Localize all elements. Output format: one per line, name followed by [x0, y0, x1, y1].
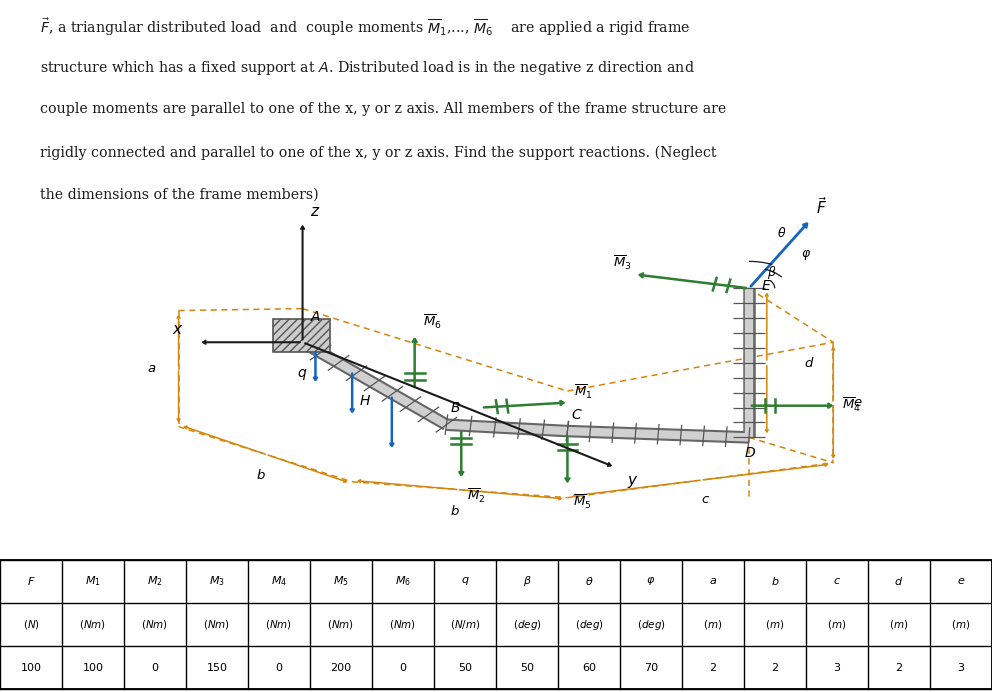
Text: $M_4$: $M_4$: [271, 574, 287, 588]
Text: the dimensions of the frame members): the dimensions of the frame members): [40, 188, 318, 202]
Text: $\varphi$: $\varphi$: [801, 248, 810, 262]
Text: $a$: $a$: [148, 362, 157, 375]
Text: $q$: $q$: [460, 575, 469, 588]
Text: $F$: $F$: [27, 575, 36, 588]
Text: $\vec{F}$, a triangular distributed load  and  couple moments $\overline{M}_1$,.: $\vec{F}$, a triangular distributed load…: [40, 16, 690, 38]
Text: $D$: $D$: [744, 446, 756, 460]
Text: $(N)$: $(N)$: [23, 618, 40, 631]
Text: 0: 0: [276, 663, 283, 673]
Text: $c$: $c$: [700, 493, 710, 506]
Text: $M_1$: $M_1$: [85, 574, 101, 588]
Text: $(Nm)$: $(Nm)$: [142, 618, 169, 631]
Text: $(m)$: $(m)$: [766, 618, 785, 631]
Text: 100: 100: [82, 663, 103, 673]
Text: $E$: $E$: [761, 279, 772, 293]
Text: $(deg)$: $(deg)$: [637, 617, 666, 632]
Text: $(deg)$: $(deg)$: [513, 617, 542, 632]
Text: $\overline{M}_3$: $\overline{M}_3$: [613, 253, 632, 272]
Text: 2: 2: [772, 663, 779, 673]
Text: $b$: $b$: [771, 575, 780, 588]
Text: $b$: $b$: [450, 504, 459, 518]
Text: $d$: $d$: [804, 356, 814, 370]
Text: $y$: $y$: [627, 473, 639, 489]
Text: 200: 200: [330, 663, 351, 673]
Text: $(N/m)$: $(N/m)$: [449, 618, 480, 631]
Text: $(Nm)$: $(Nm)$: [327, 618, 354, 631]
Text: 50: 50: [458, 663, 472, 673]
Text: $\theta$: $\theta$: [777, 226, 786, 239]
Text: couple moments are parallel to one of the x, y or z axis. All members of the fra: couple moments are parallel to one of th…: [40, 102, 726, 116]
Text: $c$: $c$: [833, 576, 841, 586]
Text: 0: 0: [400, 663, 407, 673]
Text: 150: 150: [206, 663, 227, 673]
Text: $\vec{F}$: $\vec{F}$: [816, 197, 827, 217]
Text: 2: 2: [709, 663, 716, 673]
Text: $e$: $e$: [957, 576, 965, 586]
Text: structure which has a fixed support at $A$. Distributed load is in the negative : structure which has a fixed support at $…: [40, 60, 694, 78]
Text: $(deg)$: $(deg)$: [574, 617, 603, 632]
Text: $H$: $H$: [359, 394, 371, 408]
Text: 0: 0: [152, 663, 159, 673]
Text: $\beta$: $\beta$: [767, 264, 777, 281]
Text: 60: 60: [582, 663, 596, 673]
Text: $x$: $x$: [172, 322, 184, 337]
Text: $d$: $d$: [895, 575, 904, 588]
Text: $M_2$: $M_2$: [147, 574, 163, 588]
Text: $e$: $e$: [853, 396, 863, 409]
Text: $M_6$: $M_6$: [395, 574, 411, 588]
Text: $(Nm)$: $(Nm)$: [203, 618, 230, 631]
Text: 50: 50: [520, 663, 534, 673]
Text: 70: 70: [644, 663, 658, 673]
Text: $a$: $a$: [709, 576, 717, 586]
Text: $z$: $z$: [310, 204, 320, 219]
Text: $b$: $b$: [256, 468, 265, 482]
Text: $M_3$: $M_3$: [209, 574, 225, 588]
Text: $(Nm)$: $(Nm)$: [266, 618, 293, 631]
Text: 100: 100: [21, 663, 42, 673]
Text: $(m)$: $(m)$: [951, 618, 970, 631]
Bar: [273, 319, 330, 352]
Text: $\overline{M}_6$: $\overline{M}_6$: [423, 313, 441, 331]
Text: 3: 3: [833, 663, 840, 673]
Text: 3: 3: [957, 663, 964, 673]
Text: $(m)$: $(m)$: [890, 618, 909, 631]
Text: $B$: $B$: [450, 401, 461, 415]
Text: 2: 2: [896, 663, 903, 673]
Text: $(m)$: $(m)$: [703, 618, 722, 631]
Text: $\beta$: $\beta$: [523, 574, 532, 588]
Text: $(Nm)$: $(Nm)$: [79, 618, 106, 631]
Bar: [273, 319, 330, 352]
Text: $\overline{M}_4$: $\overline{M}_4$: [842, 395, 861, 414]
Text: $\overline{M}_2$: $\overline{M}_2$: [467, 486, 486, 504]
Text: $M_5$: $M_5$: [333, 574, 349, 588]
Text: $(Nm)$: $(Nm)$: [390, 618, 417, 631]
Text: $C$: $C$: [571, 408, 583, 422]
Text: $\overline{M}_5$: $\overline{M}_5$: [573, 493, 592, 511]
Text: $q$: $q$: [298, 367, 308, 382]
Text: $\theta$: $\theta$: [584, 575, 593, 588]
Text: $(m)$: $(m)$: [827, 618, 846, 631]
Text: $\overline{M}_1$: $\overline{M}_1$: [574, 383, 593, 401]
Text: $A$: $A$: [310, 311, 321, 325]
Text: rigidly connected and parallel to one of the x, y or z axis. Find the support re: rigidly connected and parallel to one of…: [40, 145, 716, 160]
Text: $\varphi$: $\varphi$: [647, 575, 656, 588]
